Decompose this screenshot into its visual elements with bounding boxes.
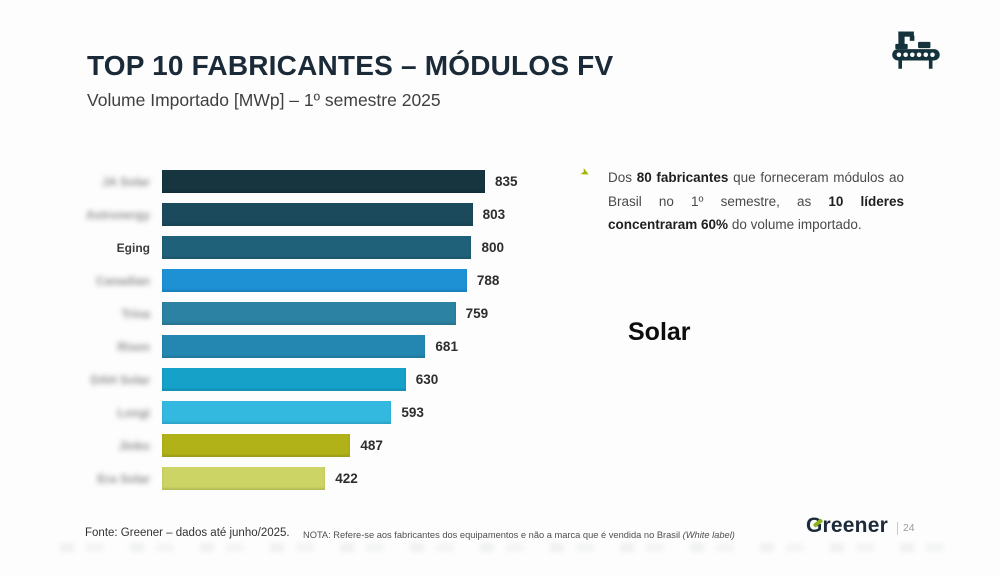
bar-row: Jinko 487 xyxy=(85,429,545,462)
bar xyxy=(162,467,326,490)
note-segment: que forneceram módulos ao Brasil no 1º s… xyxy=(608,170,905,209)
note-segment: 80 fabricantes xyxy=(636,170,729,185)
bar xyxy=(162,434,351,457)
footnote-text: NOTA: Refere-se aos fabricantes dos equi… xyxy=(303,530,735,540)
bar-value-label: 487 xyxy=(360,438,383,453)
bar xyxy=(162,236,472,259)
insight-note-text: Dos 80 fabricantes que forneceram módulo… xyxy=(608,166,904,237)
bar-row: Eging 800 xyxy=(85,231,545,264)
bar xyxy=(162,368,406,391)
bar-chart: JA Solar 835 Astronergy 803 Eging 800 Canadian… xyxy=(85,165,545,495)
bar-row: DAH Solar 630 xyxy=(85,363,545,396)
solar-watermark-text: Solar xyxy=(628,318,691,346)
bar xyxy=(162,269,467,292)
bar-row: Canadian 788 xyxy=(85,264,545,297)
bar-value-label: 788 xyxy=(476,273,500,288)
bar-category-label: Era Solar xyxy=(97,471,150,486)
bar-value-label: 593 xyxy=(401,405,424,420)
bar-row: JA Solar 835 xyxy=(85,165,545,198)
footnote-main: NOTA: Refere-se aos fabricantes dos equi… xyxy=(303,530,683,540)
bar-value-label: 800 xyxy=(481,240,504,255)
bar-row: Astronergy 803 xyxy=(85,198,545,231)
bar-value-label: 681 xyxy=(435,339,458,354)
page-number-divider xyxy=(896,521,898,535)
bar-category-label: Astronergy xyxy=(85,207,150,222)
bar-category-label: JA Solar xyxy=(101,174,150,189)
bar-row: Longi 593 xyxy=(85,396,545,429)
bar-category-label: Trina xyxy=(121,306,150,321)
bar xyxy=(162,170,485,193)
bar xyxy=(162,401,392,424)
bar xyxy=(162,203,473,226)
source-text: Fonte: Greener – dados até junho/2025. xyxy=(85,527,290,539)
insight-note: ➤ Dos 80 fabricantes que forneceram módu… xyxy=(577,165,910,237)
note-segment: do volume importado. xyxy=(728,217,862,232)
footnote-italic: (White label) xyxy=(682,530,735,540)
factory-conveyor-icon xyxy=(886,20,948,77)
bar-category-label: Longi xyxy=(117,405,150,420)
bar-value-label: 422 xyxy=(335,471,358,486)
bar-value-label: 835 xyxy=(495,174,518,189)
note-segment: 10 líderes concentraram 60% xyxy=(608,193,904,233)
bar xyxy=(162,335,426,358)
bar-category-label: Eging xyxy=(116,240,150,255)
bar-category-label: DAH Solar xyxy=(90,372,150,387)
bar-value-label: 803 xyxy=(482,207,506,222)
bar-value-label: 759 xyxy=(465,306,489,321)
bar-value-label: 630 xyxy=(415,372,439,387)
page-subtitle: Volume Importado [MWp] – 1º semestre 202… xyxy=(87,90,441,110)
bottom-artifact-strip xyxy=(60,543,945,552)
bar-category-label: Risen xyxy=(117,339,150,354)
bar-row: Risen 681 xyxy=(85,330,545,363)
note-segment: Dos xyxy=(608,170,637,185)
bar xyxy=(162,302,456,325)
bar-category-label: Jinko xyxy=(118,438,150,453)
page-title: TOP 10 FABRICANTES – MÓDULOS FV xyxy=(87,50,614,81)
bar-row: Trina 759 xyxy=(85,297,545,330)
bar-rows: JA Solar 835 Astronergy 803 Eging 800 Canadian… xyxy=(85,165,545,495)
greener-logo: Greener xyxy=(806,514,888,538)
brand-footer: Greener 24 xyxy=(806,514,915,538)
greener-logo-text: Greener xyxy=(806,514,888,537)
bar-row: Era Solar 422 xyxy=(85,462,545,495)
bar-category-label: Canadian xyxy=(95,273,150,288)
page-number: 24 xyxy=(902,522,915,534)
arrow-pointer-icon: ➤ xyxy=(577,165,592,181)
